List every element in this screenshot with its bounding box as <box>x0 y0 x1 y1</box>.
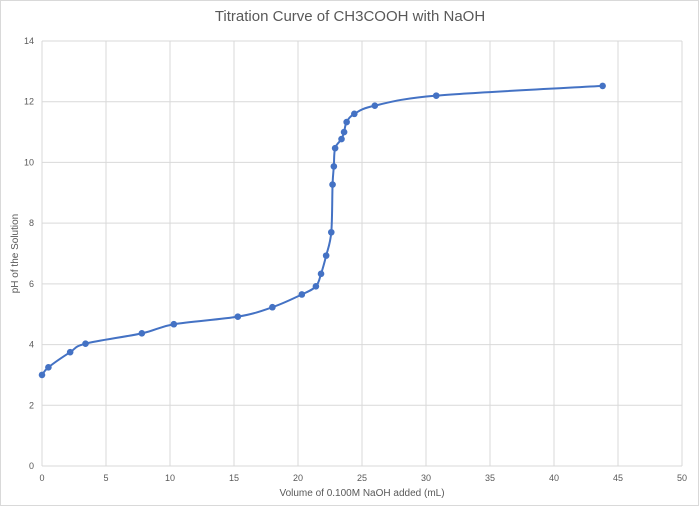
data-point <box>327 228 335 236</box>
y-tick-label: 0 <box>29 461 34 471</box>
data-points <box>38 82 606 379</box>
x-tick-label: 0 <box>39 473 44 483</box>
data-point <box>138 330 146 337</box>
data-point <box>351 110 358 118</box>
axes: 0 5 10 15 20 25 30 35 40 45 50 0 2 4 6 8 10 12 14 <box>24 36 687 483</box>
data-point <box>371 102 379 109</box>
x-axis-title: Volume of 0.100M NaOH added (mL) <box>279 488 444 499</box>
data-point <box>234 313 242 320</box>
y-tick-label: 10 <box>24 157 34 167</box>
data-point <box>330 163 338 170</box>
data-point <box>343 118 350 126</box>
data-point <box>322 252 330 259</box>
y-tick-label: 2 <box>29 400 34 410</box>
x-tick-label: 20 <box>293 473 303 483</box>
data-point <box>432 92 440 99</box>
x-tick-label: 50 <box>677 473 687 483</box>
series-line <box>41 84 603 376</box>
chart-title: Titration Curve of CH3COOH with NaOH <box>214 8 486 25</box>
data-point <box>338 135 345 143</box>
x-tick-label: 40 <box>549 473 559 483</box>
data-point <box>82 340 89 347</box>
x-tick-label: 45 <box>613 473 623 483</box>
data-point <box>317 270 325 278</box>
data-point <box>340 128 348 136</box>
data-point <box>329 181 336 188</box>
x-tick-label: 30 <box>421 473 431 483</box>
y-tick-label: 4 <box>29 340 34 350</box>
y-axis-title: pH of the Solution <box>10 214 21 294</box>
x-tick-label: 25 <box>357 473 367 483</box>
x-tick-label: 15 <box>229 473 239 483</box>
data-point <box>298 291 306 298</box>
data-point <box>599 82 606 90</box>
data-point <box>38 371 46 379</box>
y-tick-label: 6 <box>29 279 34 289</box>
data-point <box>66 348 74 356</box>
data-point <box>45 364 52 371</box>
data-point <box>170 320 178 328</box>
data-point <box>269 303 276 311</box>
y-tick-label: 8 <box>29 218 34 228</box>
data-point <box>331 144 339 152</box>
data-point <box>312 282 320 290</box>
y-tick-label: 14 <box>24 36 34 46</box>
x-tick-label: 5 <box>103 473 108 483</box>
x-tick-label: 10 <box>165 473 175 483</box>
gridlines <box>41 40 683 467</box>
y-tick-label: 12 <box>24 97 34 107</box>
x-tick-label: 35 <box>485 473 495 483</box>
